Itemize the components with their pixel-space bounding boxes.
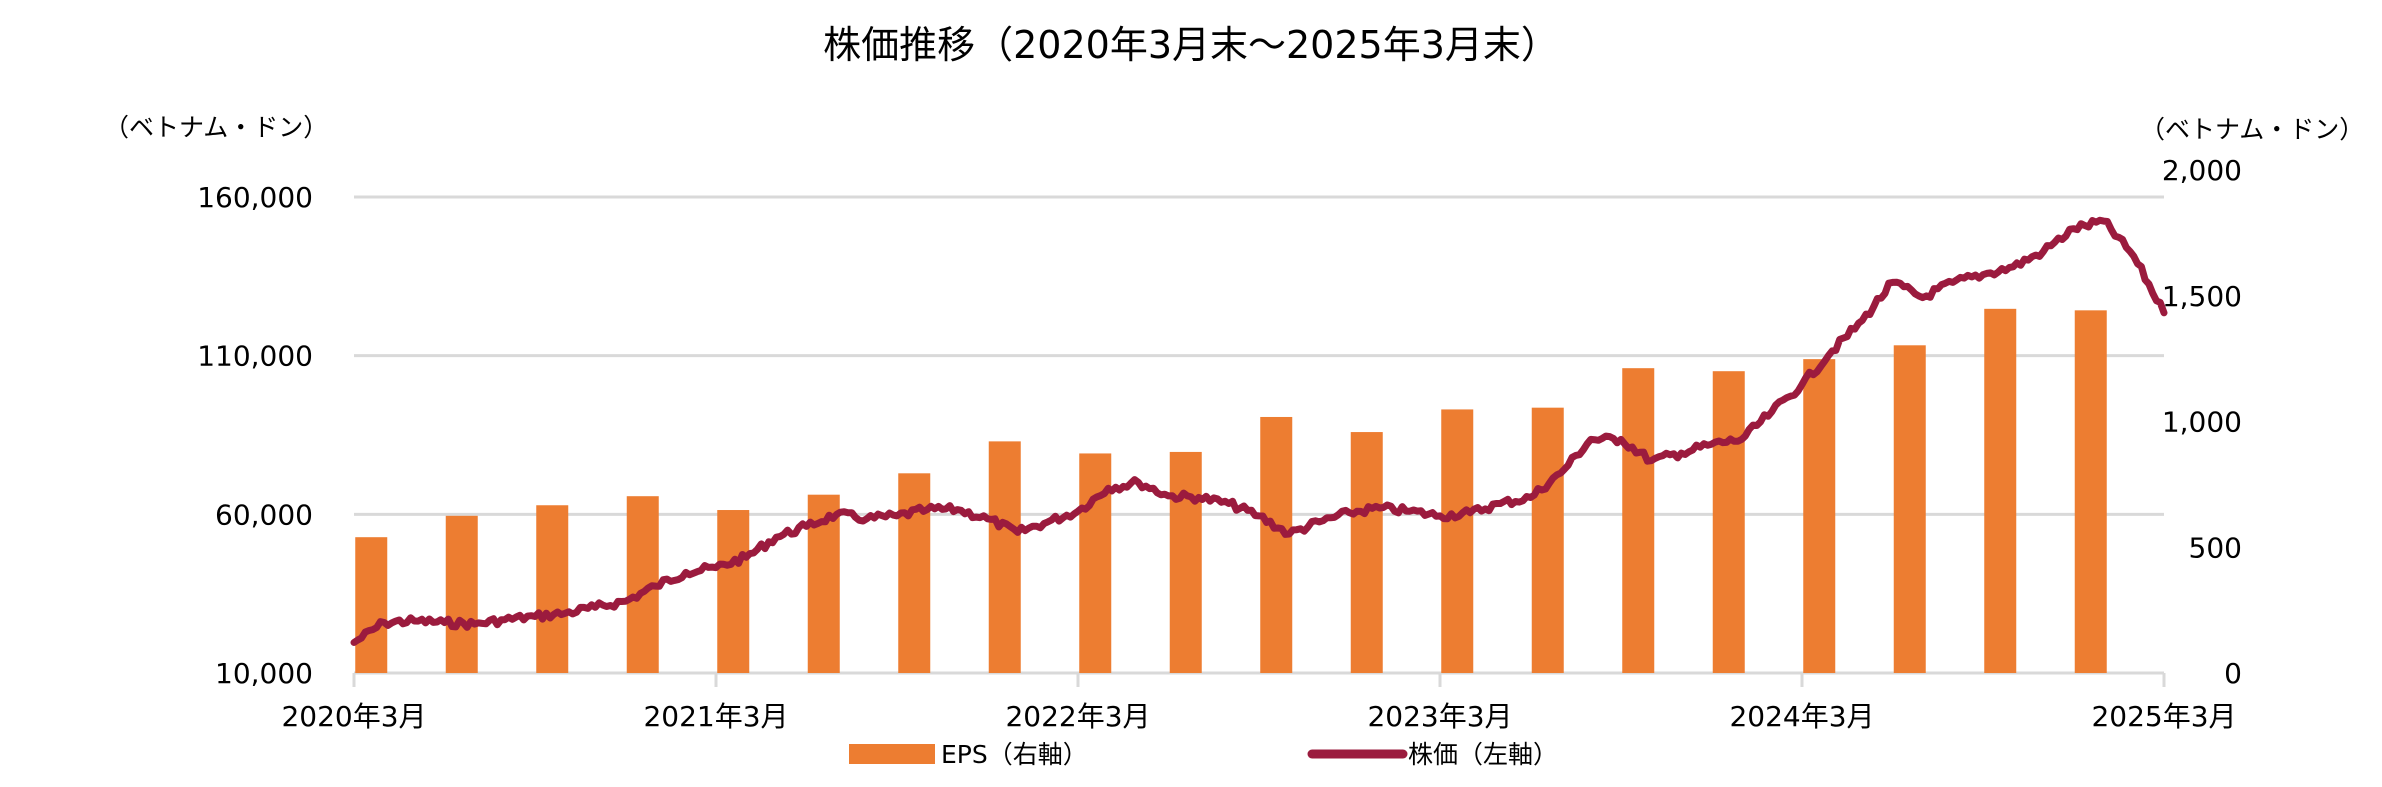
right-tick-label: 0 (2224, 657, 2242, 690)
eps-bar (1260, 416, 1293, 673)
eps-bar (988, 441, 1021, 673)
left-tick-label: 10,000 (215, 657, 313, 690)
eps-bar (898, 473, 931, 673)
eps-bar (717, 510, 750, 673)
x-tick-label: 2022年3月 (1005, 700, 1150, 733)
legend-eps-label: EPS（右軸） (941, 740, 1088, 769)
eps-bar (536, 505, 569, 673)
eps-bar (445, 515, 478, 673)
eps-bar (1441, 409, 1474, 673)
eps-bar (1169, 451, 1202, 673)
x-tick-label: 2025年3月 (2091, 700, 2236, 733)
right-tick-label: 1,500 (2162, 280, 2242, 313)
chart-title: 株価推移（2020年3月末～2025年3月末） (823, 23, 1559, 67)
left-tick-label: 60,000 (215, 498, 313, 531)
price-line (350, 216, 2168, 646)
eps-bar (1712, 371, 1745, 673)
eps-bar (1622, 368, 1655, 673)
left-tick-label: 160,000 (197, 181, 313, 214)
x-tick-label: 2024年3月 (1729, 700, 1874, 733)
eps-bar (2074, 310, 2107, 673)
x-tick-label: 2020年3月 (281, 700, 426, 733)
eps-bar (355, 537, 388, 673)
left-axis-unit-label: （ベトナム・ドン） (104, 113, 328, 142)
legend: EPS（右軸） 株価（左軸） (849, 740, 1558, 769)
eps-bar (1893, 345, 1926, 673)
eps-bar (1531, 407, 1564, 673)
right-axis-unit-label: （ベトナム・ドン） (2140, 115, 2364, 144)
eps-bar (1803, 359, 1836, 673)
x-tick-label: 2023年3月 (1367, 700, 1512, 733)
legend-price-label: 株価（左軸） (1408, 740, 1558, 769)
left-tick-label: 110,000 (197, 340, 313, 373)
eps-bar (1984, 308, 2017, 673)
right-tick-label: 500 (2189, 531, 2242, 564)
x-tick-label: 2021年3月 (643, 700, 788, 733)
right-tick-label: 2,000 (2162, 154, 2242, 187)
legend-eps-swatch (849, 744, 935, 764)
right-tick-label: 1,000 (2162, 406, 2242, 439)
eps-bar (1350, 432, 1383, 673)
